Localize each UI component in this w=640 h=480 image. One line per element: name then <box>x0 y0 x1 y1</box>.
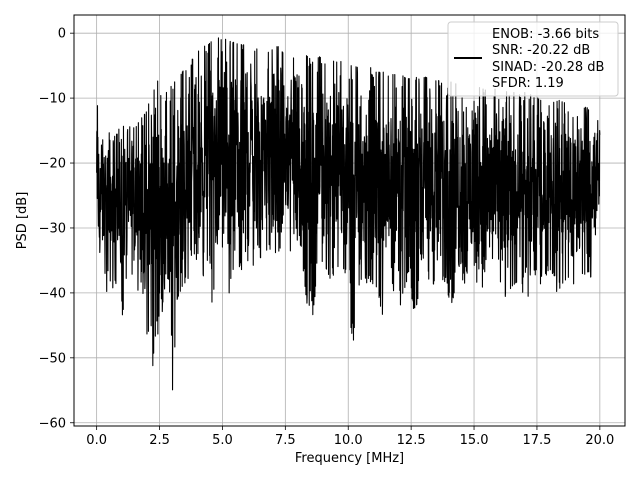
x-axis-ticks: 0.0 2.5 5.0 7.5 10.0 12.5 15.0 17.5 20.0 <box>86 426 614 448</box>
x-tick-label: 17.5 <box>522 433 551 448</box>
y-tick-label: −40 <box>39 286 66 301</box>
y-tick-label: −20 <box>39 157 66 172</box>
psd-series-line <box>96 37 601 391</box>
legend-line-enob: ENOB: -3.66 bits <box>492 27 599 42</box>
x-tick-label: 0.0 <box>86 433 107 448</box>
x-tick-label: 2.5 <box>149 433 170 448</box>
y-tick-label: −50 <box>39 351 66 366</box>
y-tick-label: −60 <box>39 416 66 431</box>
x-tick-label: 15.0 <box>460 433 489 448</box>
y-axis-ticks: 0 −10 −20 −30 −40 −50 −60 <box>39 27 74 431</box>
x-tick-label: 20.0 <box>585 433 614 448</box>
x-tick-label: 12.5 <box>397 433 426 448</box>
x-tick-label: 10.0 <box>334 433 363 448</box>
psd-trace <box>96 37 601 391</box>
legend-line-sfdr: SFDR: 1.19 <box>492 76 564 91</box>
x-tick-label: 7.5 <box>275 433 296 448</box>
plot-area-frame <box>73 14 626 427</box>
legend: ENOB: -3.66 bits SNR: -20.22 dB SINAD: -… <box>447 21 619 97</box>
legend-line-sinad: SINAD: -20.28 dB <box>492 60 604 75</box>
legend-box <box>447 21 619 97</box>
y-axis-label: PSD [dB] <box>15 192 30 250</box>
y-tick-label: −30 <box>39 221 66 236</box>
legend-line-snr: SNR: -20.22 dB <box>492 43 590 58</box>
y-tick-label: −10 <box>39 92 66 107</box>
x-axis-label: Frequency [MHz] <box>295 451 404 466</box>
x-tick-label: 5.0 <box>212 433 233 448</box>
y-tick-label: 0 <box>58 27 66 42</box>
